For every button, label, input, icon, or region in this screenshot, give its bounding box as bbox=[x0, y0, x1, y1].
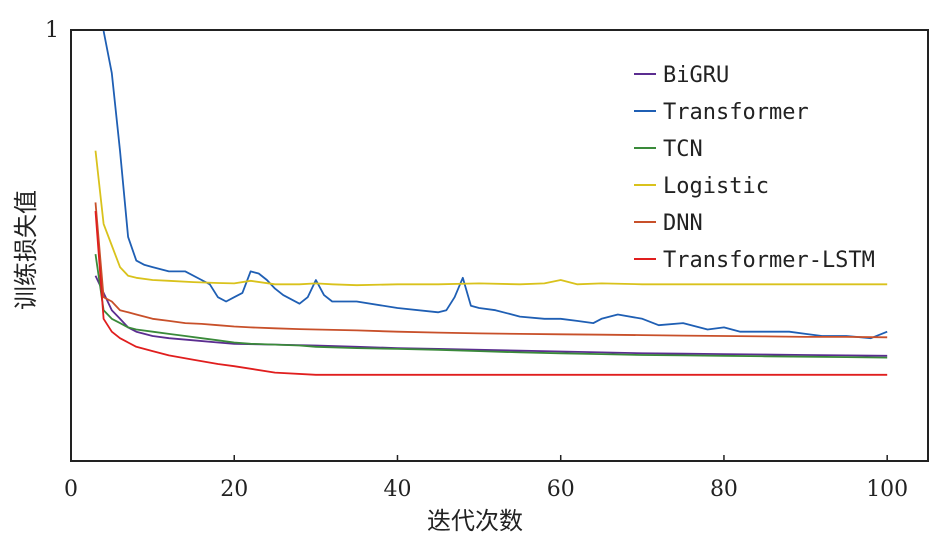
series-line-5 bbox=[94, 210, 888, 376]
legend-label-1: Transformer bbox=[663, 100, 809, 125]
series-line-1 bbox=[102, 30, 888, 340]
x-tick-label: 40 bbox=[383, 477, 411, 502]
x-tick-label: 60 bbox=[547, 477, 575, 502]
series-layer bbox=[94, 30, 888, 376]
x-tick-label: 80 bbox=[710, 477, 738, 502]
series-line-4 bbox=[94, 202, 888, 339]
x-axis-title: 迭代次数 bbox=[427, 507, 523, 535]
legend-label-2: TCN bbox=[663, 137, 703, 162]
legend: BiGRU Transformer TCN Logistic DNN Transforme… bbox=[634, 63, 875, 273]
series-line-3 bbox=[94, 150, 888, 287]
y-axis-title: 训练损失值 bbox=[12, 190, 40, 310]
ticks-layer: 0 20 40 60 80 100 1 bbox=[45, 18, 908, 502]
x-tick-label: 20 bbox=[220, 477, 248, 502]
legend-label-0: BiGRU bbox=[663, 63, 729, 88]
y-tick-label: 1 bbox=[45, 18, 59, 43]
legend-label-5: Transformer-LSTM bbox=[663, 248, 875, 273]
plot-area bbox=[70, 29, 929, 462]
legend-label-3: Logistic bbox=[663, 174, 769, 199]
legend-label-4: DNN bbox=[663, 211, 703, 236]
x-tick-label: 100 bbox=[866, 477, 908, 502]
series-line-2 bbox=[94, 253, 888, 359]
x-tick-label: 0 bbox=[64, 477, 78, 502]
